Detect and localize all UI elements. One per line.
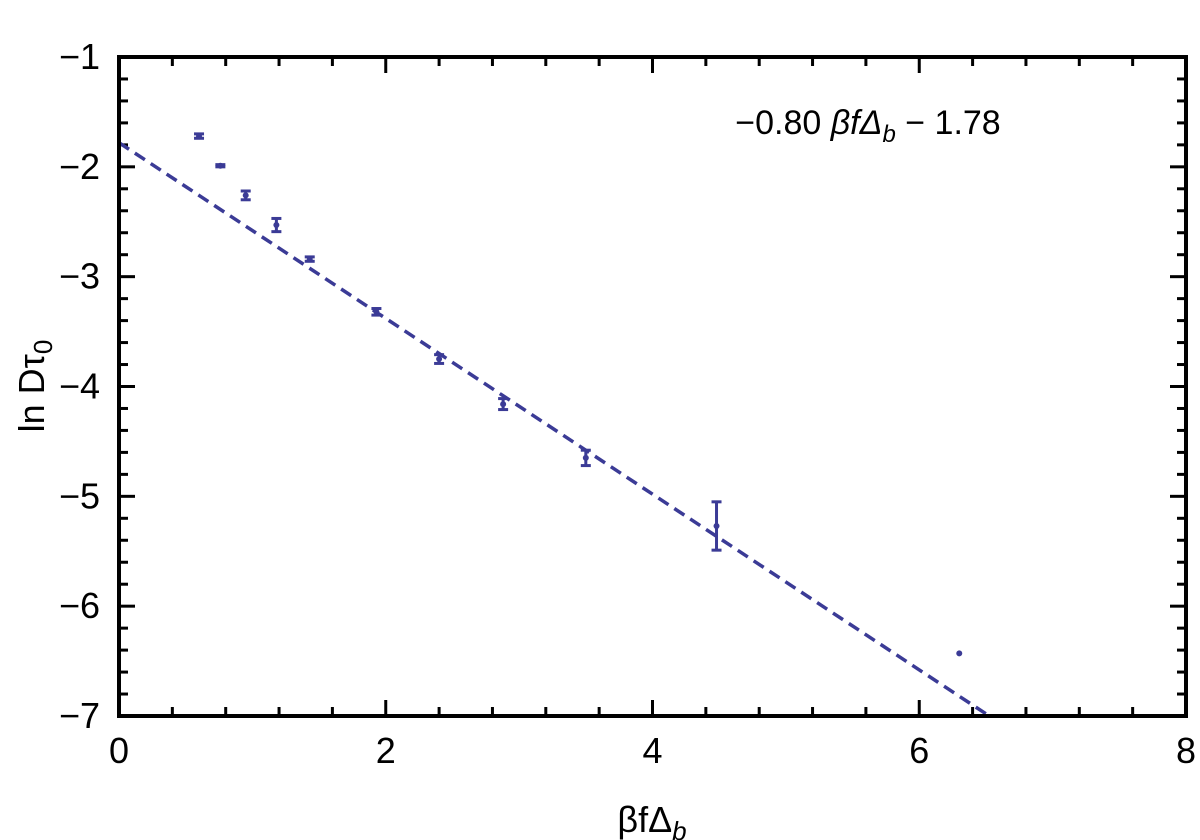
data-point-marker <box>306 256 313 263</box>
data-point <box>240 189 251 202</box>
fit-layer <box>118 141 991 718</box>
y-tick-label: −1 <box>59 36 100 77</box>
data-point <box>215 162 226 169</box>
data-point <box>580 448 591 468</box>
x-axis-label-sub: b <box>672 816 686 840</box>
y-tick-label: −7 <box>59 695 100 736</box>
plot-frame <box>117 55 1188 718</box>
x-tick-label: 4 <box>642 730 662 771</box>
x-tick-label: 8 <box>1176 730 1196 771</box>
data-point-marker <box>500 401 507 408</box>
data-point <box>271 216 282 234</box>
x-tick-label: 0 <box>109 730 129 771</box>
data-point <box>371 307 382 317</box>
x-axis-label-main: βfΔ <box>617 799 672 840</box>
y-axis-label-sub: 0 <box>28 340 58 354</box>
labels-layer: 0 2 4 6 8 −1 −2 −3 −4 −5 −6 −7 <box>59 36 1196 771</box>
y-axis-label: ln Dτ0 <box>11 340 58 433</box>
data-point-marker <box>242 192 249 199</box>
data-point-marker <box>273 222 280 229</box>
fit-annotation-prefix: −0.80 <box>735 104 830 142</box>
fit-line <box>118 141 991 718</box>
y-tick-label: −4 <box>59 366 100 407</box>
data-point-marker <box>217 162 224 169</box>
data-point <box>956 650 963 657</box>
data-point-marker <box>713 522 720 529</box>
data-point-marker <box>582 454 589 461</box>
ticks-layer <box>117 55 1188 718</box>
fit-annotation-var: βfΔ <box>830 104 883 142</box>
data-point-marker <box>956 650 963 657</box>
fit-annotation: −0.80 βfΔb − 1.78 <box>735 104 1000 148</box>
x-tick-label: 2 <box>376 730 396 771</box>
y-tick-label: −5 <box>59 475 100 516</box>
fit-annotation-suffix: − 1.78 <box>896 104 1001 142</box>
y-tick-label: −3 <box>59 256 100 297</box>
points-layer <box>194 132 963 657</box>
data-point <box>434 353 445 365</box>
fit-annotation-sub: b <box>882 121 895 148</box>
data-point-marker <box>196 133 203 140</box>
data-point-marker <box>436 356 443 363</box>
data-point-marker <box>373 308 380 315</box>
y-axis-label-main: ln Dτ <box>11 354 52 432</box>
x-axis-label: βfΔb <box>617 799 686 840</box>
y-tick-label: −2 <box>59 146 100 187</box>
y-tick-label: −6 <box>59 585 100 626</box>
x-tick-label: 6 <box>909 730 929 771</box>
data-point <box>711 500 722 552</box>
data-point <box>304 255 315 263</box>
data-point <box>194 132 205 140</box>
data-point <box>498 397 509 412</box>
